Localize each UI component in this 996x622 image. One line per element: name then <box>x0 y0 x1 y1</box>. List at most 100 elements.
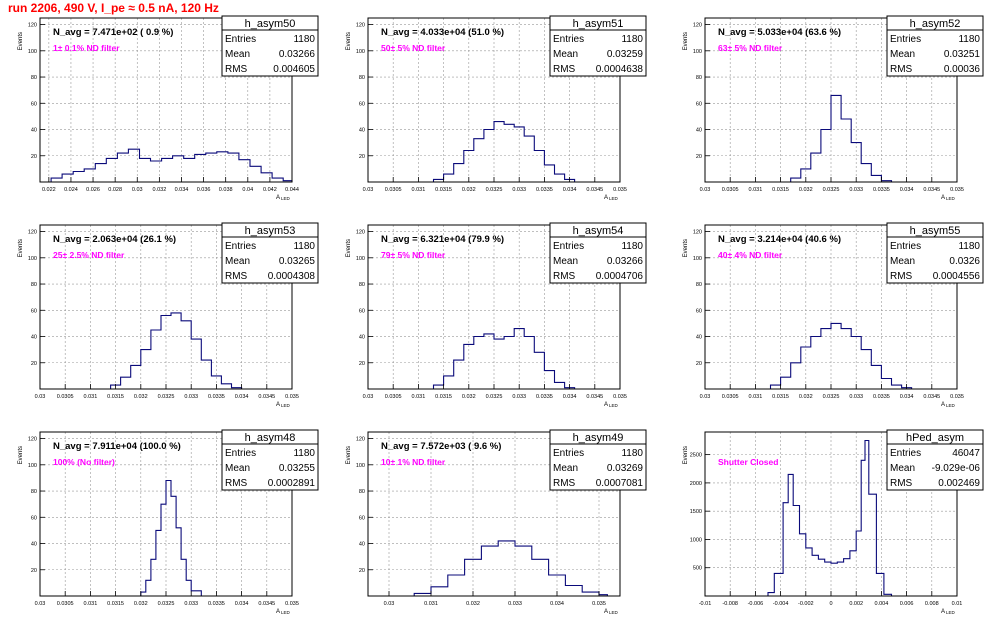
y-tick-label: 40 <box>359 335 365 341</box>
stats-rms-value: 0.0007081 <box>596 478 644 489</box>
x-tick-label: 0.04 <box>242 187 253 193</box>
stats-title: h_asym53 <box>245 225 296 237</box>
stats-title: h_asym55 <box>910 225 961 237</box>
panel-h_asym51: 0.03 0.0305 0.031 0.0315 0.032 0.0325 0.033 0.0… <box>346 15 647 201</box>
x-axis-label-sub: LED <box>946 403 956 408</box>
stats-entries-value: 46047 <box>952 448 980 459</box>
x-tick-label: 0.0335 <box>873 394 890 400</box>
stats-entries-label: Entries <box>225 448 256 459</box>
n-avg-label: N_avg = 5.033e+04 (63.6 %) <box>718 27 841 38</box>
x-axis-label-sub: LED <box>281 610 291 615</box>
x-axis-label: A <box>604 609 608 615</box>
stats-entries-label: Entries <box>890 241 921 252</box>
x-tick-label: 0.033 <box>512 187 526 193</box>
stats-box <box>221 222 319 284</box>
x-tick-label: 0.033 <box>512 394 526 400</box>
x-axis-label: A <box>276 402 280 408</box>
y-tick-label: 20 <box>696 361 702 367</box>
x-tick-label: 0.031 <box>749 394 763 400</box>
x-tick-label: 0.035 <box>285 394 299 400</box>
x-tick-label: 0.03 <box>700 394 711 400</box>
x-tick-label: 0.026 <box>86 187 100 193</box>
stats-entries-label: Entries <box>553 241 584 252</box>
stats-entries-label: Entries <box>890 34 921 45</box>
stats-entries-label: Entries <box>553 34 584 45</box>
panel-h_asym49: 0.03 0.031 0.032 0.033 0.034 0.035 20 40 60 80 100… <box>346 429 647 615</box>
x-axis-label: A <box>941 609 945 615</box>
stats-mean-value: 0.03266 <box>279 49 316 60</box>
x-tick-label: 0.03 <box>384 601 395 607</box>
stats-entries-value: 1180 <box>621 241 643 252</box>
y-tick-label: 20 <box>31 154 37 160</box>
stats-mean-label: Mean <box>225 256 250 267</box>
y-tick-label: 40 <box>696 128 702 134</box>
x-tick-label: 0.036 <box>197 187 211 193</box>
x-tick-label: 0.028 <box>108 187 122 193</box>
x-axis-label-sub: LED <box>609 403 619 408</box>
x-tick-label: 0.0305 <box>722 394 739 400</box>
x-tick-label: 0.035 <box>592 601 606 607</box>
canvas-title: run 2206, 490 V, I_pe ≈ 0.5 nA, 120 Hz <box>8 1 219 15</box>
y-tick-label: 40 <box>696 335 702 341</box>
y-tick-label: 80 <box>696 75 702 81</box>
y-axis-label: Events <box>346 239 352 257</box>
x-tick-label: 0.032 <box>466 601 480 607</box>
stats-rms-value: 0.0002891 <box>268 478 316 489</box>
stats-entries-value: 1180 <box>958 34 980 45</box>
x-tick-label: 0.0325 <box>823 187 840 193</box>
stats-rms-label: RMS <box>553 478 576 489</box>
x-tick-label: 0.0335 <box>873 187 890 193</box>
x-tick-label: 0.034 <box>563 187 577 193</box>
panel-h_asym48: 0.03 0.0305 0.031 0.0315 0.032 0.0325 0.033 0.0… <box>18 429 319 615</box>
x-tick-label: 0.0305 <box>385 394 402 400</box>
stats-title: hPed_asym <box>906 432 964 444</box>
histogram-series <box>130 479 202 597</box>
stats-entries-value: 1180 <box>293 448 315 459</box>
stats-box <box>549 15 647 77</box>
x-axis-label: A <box>941 195 945 201</box>
x-tick-label: 0.024 <box>64 187 78 193</box>
stats-mean-label: Mean <box>553 256 578 267</box>
n-avg-label: N_avg = 3.214e+04 (40.6 %) <box>718 234 841 245</box>
stats-box <box>549 222 647 284</box>
stats-rms-label: RMS <box>553 271 576 282</box>
x-tick-label: 0.033 <box>849 394 863 400</box>
stats-mean-value: -9.029e-06 <box>932 463 981 474</box>
stats-entries-label: Entries <box>225 241 256 252</box>
stats-mean-label: Mean <box>890 256 915 267</box>
x-tick-label: 0.0325 <box>486 394 503 400</box>
n-avg-label: N_avg = 6.321e+04 (79.9 %) <box>381 234 504 245</box>
stats-rms-value: 0.0004638 <box>596 64 644 75</box>
x-tick-label: 0.03 <box>35 601 46 607</box>
stats-rms-value: 0.004605 <box>273 64 315 75</box>
y-tick-label: 120 <box>693 23 702 29</box>
x-tick-label: 0.0325 <box>486 187 503 193</box>
panel-h_asym54: 0.03 0.0305 0.031 0.0315 0.032 0.0325 0.033 0.0… <box>346 222 647 408</box>
x-tick-label: 0.0315 <box>772 394 789 400</box>
x-tick-label: 0.0345 <box>258 394 275 400</box>
x-tick-label: 0.032 <box>799 187 813 193</box>
x-axis-label-sub: LED <box>281 196 291 201</box>
x-tick-label: 0.03 <box>35 394 46 400</box>
x-tick-label: 0.0335 <box>536 187 553 193</box>
x-tick-label: 0.0345 <box>586 394 603 400</box>
x-tick-label: 0.0305 <box>57 601 74 607</box>
y-tick-label: 1500 <box>690 509 702 515</box>
x-tick-label: 0.032 <box>799 394 813 400</box>
histogram-series <box>780 94 893 183</box>
x-tick-label: 0.002 <box>849 601 863 607</box>
stats-title: h_asym52 <box>910 18 961 30</box>
stats-title: h_asym54 <box>573 225 624 237</box>
x-tick-label: 0.0315 <box>435 394 452 400</box>
y-tick-label: 60 <box>696 101 702 107</box>
stats-entries-label: Entries <box>553 448 584 459</box>
x-tick-label: 0.0305 <box>57 394 74 400</box>
x-tick-label: 0.03 <box>363 187 374 193</box>
panel-hPed_asym: -0.01 -0.008 -0.006 -0.004 -0.002 0 0.002 0.004… <box>683 429 984 615</box>
x-tick-label: 0.022 <box>42 187 56 193</box>
x-tick-label: 0.035 <box>950 394 964 400</box>
y-tick-label: 80 <box>696 282 702 288</box>
y-tick-label: 100 <box>693 256 702 262</box>
y-tick-label: 60 <box>31 308 37 314</box>
y-tick-label: 100 <box>356 463 365 469</box>
